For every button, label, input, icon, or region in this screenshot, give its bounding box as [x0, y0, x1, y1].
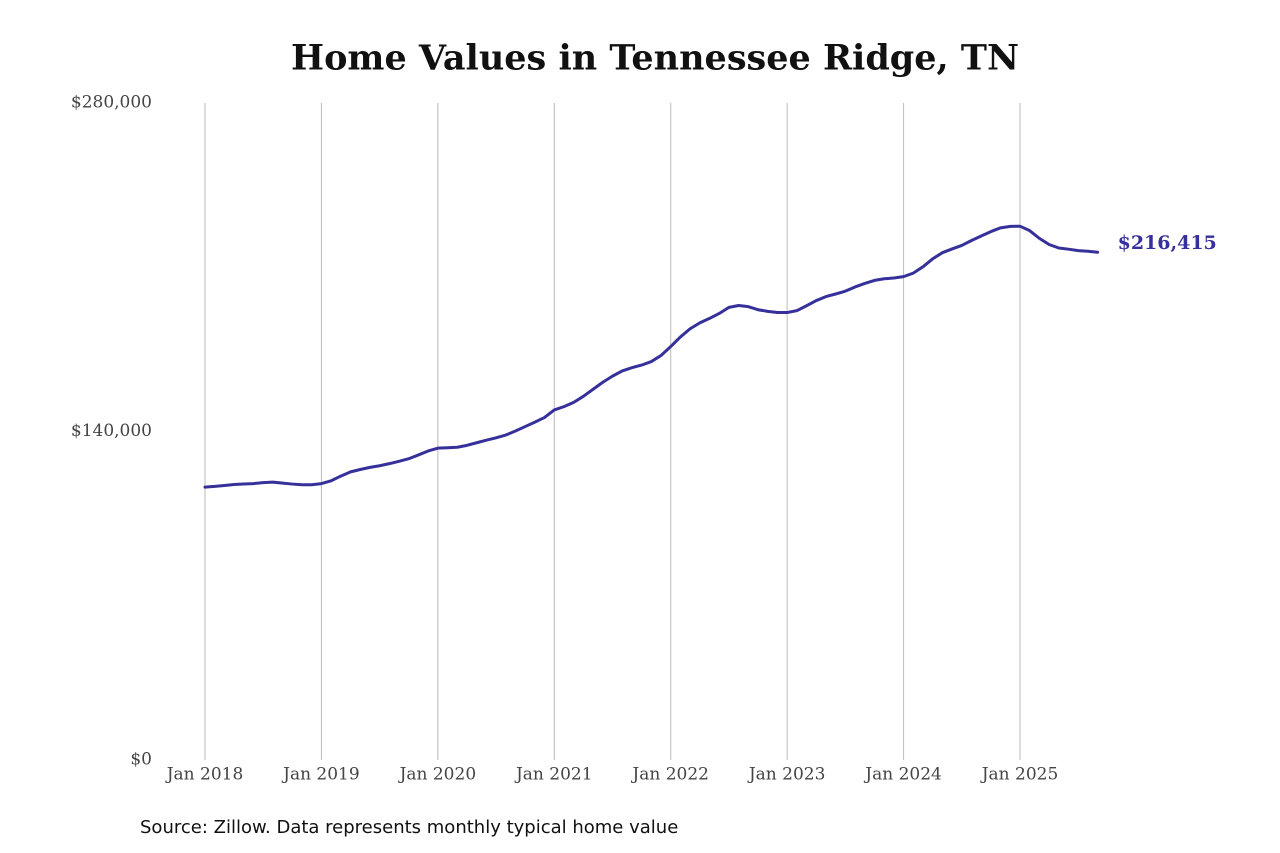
x-tick-label: Jan 2022: [630, 765, 709, 785]
y-tick-label: $280,000: [71, 93, 152, 113]
x-tick-label: Jan 2020: [398, 765, 477, 785]
x-tick-label: Jan 2018: [165, 765, 244, 785]
y-tick-label: $0: [130, 750, 152, 770]
x-tick-label: Jan 2019: [281, 765, 360, 785]
x-tick-label: Jan 2024: [863, 765, 942, 785]
line: [203, 224, 1100, 489]
end-value-label: $216,415: [1118, 232, 1217, 254]
x-tick-label: Jan 2021: [514, 765, 593, 785]
source-note: Source: Zillow. Data represents monthly …: [140, 817, 678, 838]
x-tick-label: Jan 2023: [747, 765, 826, 785]
chart-title: Home Values in Tennessee Ridge, TN: [291, 38, 1019, 79]
y-tick-label: $140,000: [71, 421, 152, 441]
x-tick-label: Jan 2025: [980, 765, 1059, 785]
